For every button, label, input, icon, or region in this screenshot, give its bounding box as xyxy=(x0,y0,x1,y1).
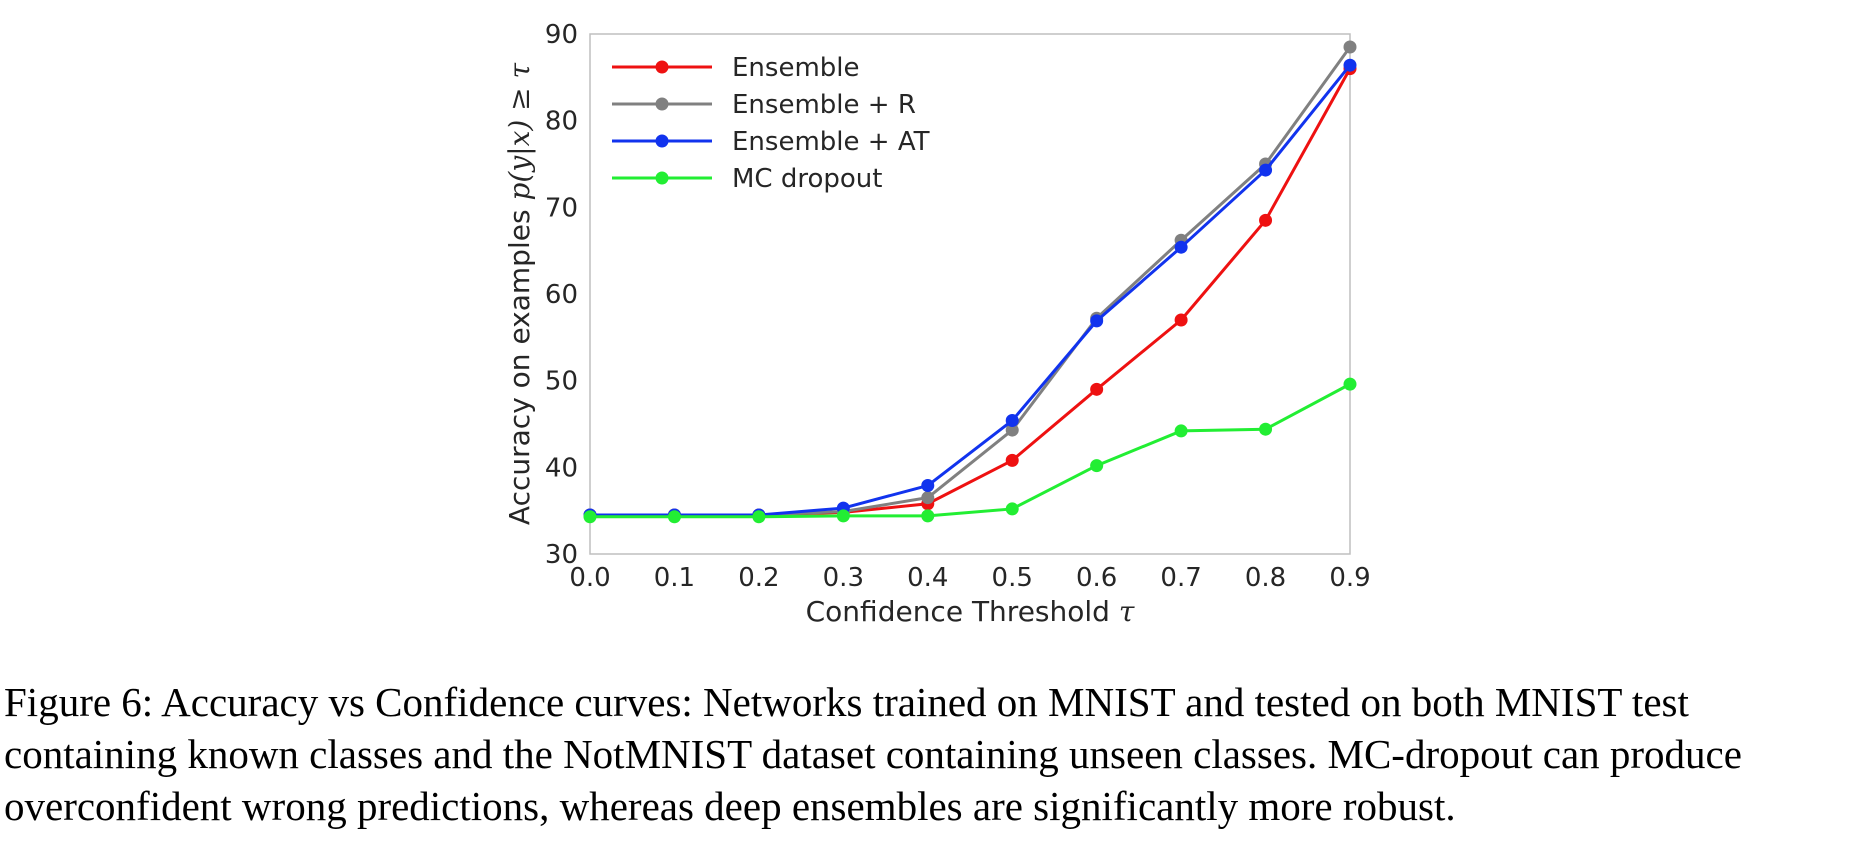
y-axis-ticks: 30 40 50 60 70 80 90 xyxy=(545,20,578,570)
data-point xyxy=(1090,314,1104,328)
legend-item: Ensemble + AT xyxy=(612,127,930,157)
y-tick-label: 70 xyxy=(545,193,578,223)
x-tick-label: 0.2 xyxy=(738,563,779,593)
x-tick-label: 0.1 xyxy=(654,563,695,593)
data-point xyxy=(1174,424,1188,438)
data-point xyxy=(1174,240,1188,254)
y-tick-label: 50 xyxy=(545,367,578,397)
data-point xyxy=(921,509,935,523)
x-tick-label: 0.4 xyxy=(907,563,948,593)
data-point xyxy=(752,510,766,524)
series-layer xyxy=(583,40,1357,524)
x-tick-label: 0.3 xyxy=(823,563,864,593)
legend-marker xyxy=(655,171,669,185)
x-tick-label: 0.7 xyxy=(1160,563,1201,593)
legend-marker xyxy=(655,60,669,74)
accuracy-confidence-chart: 0.0 0.1 0.2 0.3 0.4 0.5 0.6 0.7 0.8 0.9 30 40 50 60 7… xyxy=(503,20,1371,628)
data-point xyxy=(1259,213,1273,227)
data-point xyxy=(1005,502,1019,516)
y-axis-label: Accuracy on examples p(y|x) ≥ τ xyxy=(503,62,536,525)
data-point xyxy=(1005,423,1019,437)
legend-item: Ensemble + R xyxy=(612,90,916,120)
y-axis-label-symbol: p(y|x) ≥ τ xyxy=(503,62,536,200)
x-tick-label: 0.5 xyxy=(992,563,1033,593)
y-axis-label-text: Accuracy on examples xyxy=(503,209,536,525)
y-tick-label: 40 xyxy=(545,453,578,483)
x-tick-label: 0.6 xyxy=(1076,563,1117,593)
legend: Ensemble Ensemble + R Ensemble + AT MC drop… xyxy=(612,53,930,194)
data-point xyxy=(921,479,935,493)
y-tick-label: 80 xyxy=(545,107,578,137)
data-point xyxy=(1174,313,1188,327)
data-point xyxy=(667,510,681,524)
data-point xyxy=(1090,382,1104,396)
data-point xyxy=(583,510,597,524)
data-point xyxy=(1343,377,1357,391)
y-tick-label: 90 xyxy=(545,20,578,50)
data-point xyxy=(1343,58,1357,72)
legend-item: MC dropout xyxy=(612,164,882,194)
legend-label: Ensemble + AT xyxy=(732,127,930,157)
legend-marker xyxy=(655,97,669,111)
data-point xyxy=(1259,163,1273,177)
data-point xyxy=(1343,40,1357,54)
data-point xyxy=(1090,459,1104,473)
x-axis-label-symbol: τ xyxy=(1119,595,1135,628)
x-axis-label-text: Confidence Threshold xyxy=(806,595,1110,628)
x-axis-ticks: 0.0 0.1 0.2 0.3 0.4 0.5 0.6 0.7 0.8 0.9 xyxy=(569,563,1370,593)
y-tick-label: 30 xyxy=(545,540,578,570)
x-tick-label: 0.0 xyxy=(569,563,610,593)
x-tick-label: 0.9 xyxy=(1329,563,1370,593)
data-point xyxy=(836,509,850,523)
legend-label: Ensemble xyxy=(732,53,860,83)
legend-label: MC dropout xyxy=(732,164,882,194)
legend-label: Ensemble + R xyxy=(732,90,916,120)
y-tick-label: 60 xyxy=(545,280,578,310)
data-point xyxy=(921,491,935,505)
x-tick-label: 0.8 xyxy=(1245,563,1286,593)
legend-item: Ensemble xyxy=(612,53,860,83)
data-point xyxy=(1005,414,1019,428)
legend-marker xyxy=(655,134,669,148)
data-point xyxy=(1005,453,1019,467)
series-line xyxy=(590,64,1352,517)
data-point xyxy=(1259,422,1273,436)
figure-caption: Figure 6: Accuracy vs Confidence curves:… xyxy=(4,679,1742,829)
series-3 xyxy=(583,377,1357,524)
x-axis-label: Confidence Threshold τ xyxy=(806,595,1135,628)
series-line xyxy=(590,382,1351,519)
plot-area xyxy=(589,33,1351,555)
